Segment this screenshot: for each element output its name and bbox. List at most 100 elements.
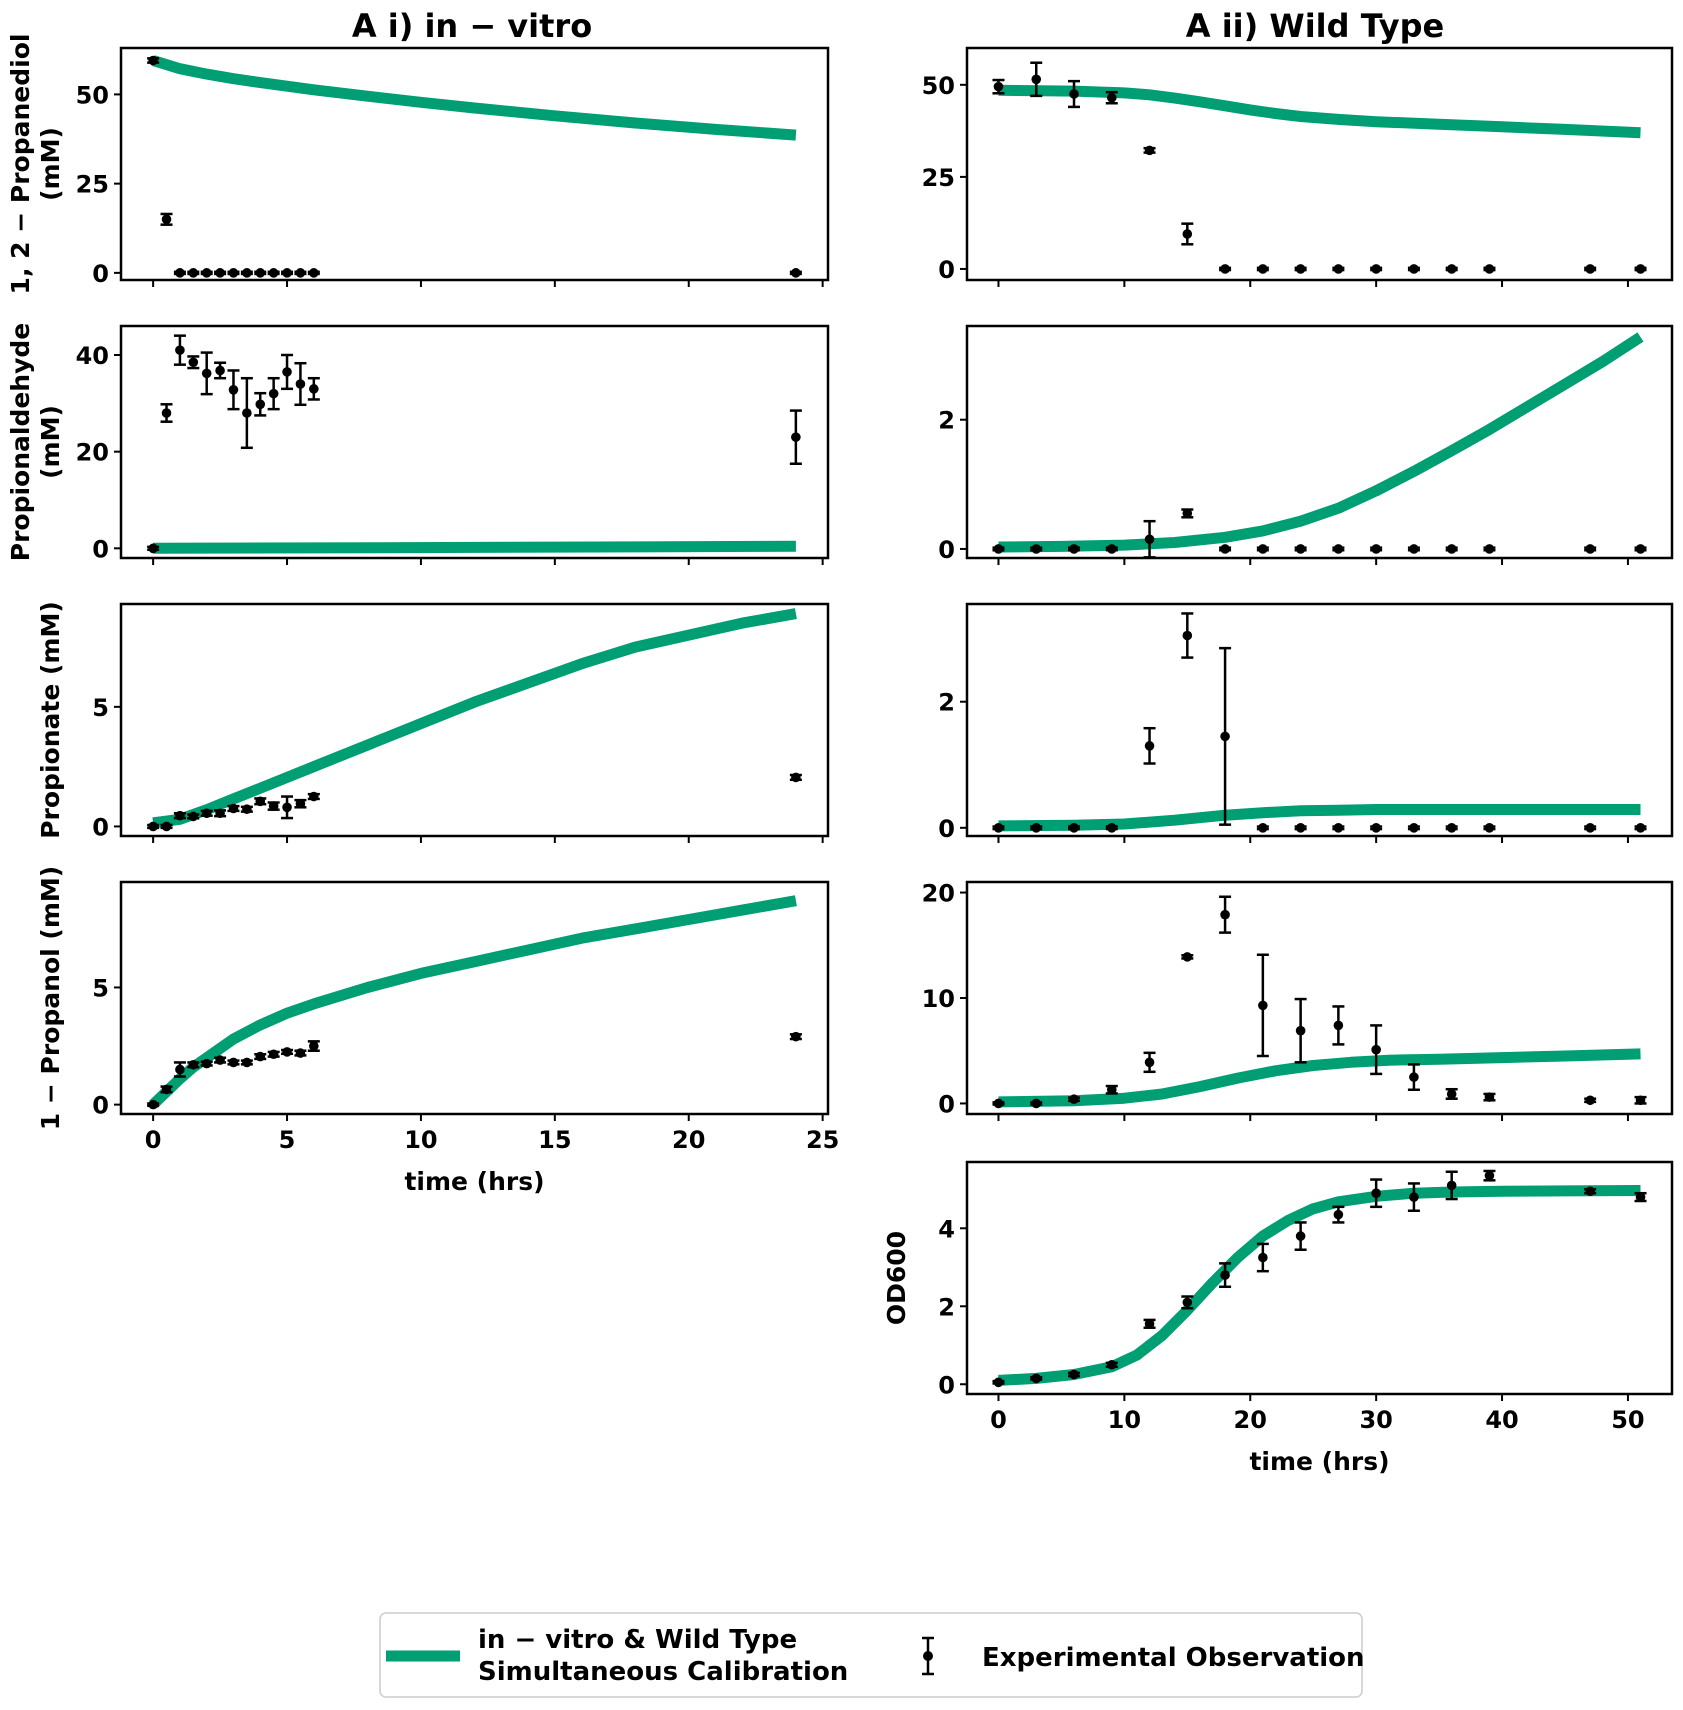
observation-point [240, 376, 253, 450]
observation-marker [1446, 823, 1457, 833]
observation-point [1105, 544, 1118, 554]
observation-marker [1295, 1231, 1306, 1241]
observation-marker [1031, 823, 1042, 833]
observation-point [1219, 544, 1232, 554]
observation-marker [228, 1057, 239, 1068]
observation-marker [1409, 1072, 1419, 1082]
observation-marker [255, 399, 266, 410]
observation-point [1445, 1087, 1458, 1100]
observation-point [1181, 952, 1194, 962]
observation-marker [1585, 1186, 1595, 1197]
observation-marker [1069, 1094, 1079, 1105]
x-tick-label: 30 [1359, 1406, 1392, 1434]
observation-marker [791, 432, 801, 442]
y-tick-label: 0 [938, 1090, 955, 1118]
observation-marker [1258, 544, 1268, 554]
observation-point [200, 808, 213, 819]
observation-marker [215, 365, 225, 376]
observation-marker [1069, 1369, 1079, 1380]
observation-marker [1409, 544, 1419, 554]
observation-marker [791, 268, 801, 278]
observation-marker [215, 1055, 225, 1065]
observation-marker [1295, 823, 1306, 833]
observation-marker [188, 811, 199, 822]
observation-point [1181, 612, 1194, 659]
observation-point [1181, 508, 1194, 519]
observation-point [1030, 823, 1043, 833]
observation-marker [1446, 1089, 1457, 1099]
observation-marker [175, 810, 185, 821]
observation-point [1584, 1186, 1597, 1197]
observation-point [200, 268, 213, 278]
observation-point [1105, 823, 1118, 833]
observation-marker [1144, 741, 1155, 751]
observation-point [1256, 823, 1269, 833]
observation-point [1332, 1205, 1345, 1224]
y-tick-label: 0 [92, 260, 109, 288]
observation-marker [255, 796, 266, 807]
observation-marker [1220, 544, 1230, 554]
observation-marker [993, 81, 1004, 92]
observation-point [1294, 823, 1307, 833]
observation-marker [309, 384, 319, 394]
observation-marker [1144, 1319, 1155, 1329]
observation-point [240, 1057, 253, 1068]
observation-point [992, 78, 1005, 95]
y-axis-label: Propionaldehyde [6, 323, 35, 562]
observation-marker [148, 543, 158, 554]
observation-point [173, 1061, 186, 1078]
y-axis-label: (mM) [36, 127, 65, 201]
observation-marker [1333, 1020, 1344, 1031]
observation-point [294, 268, 307, 278]
observation-point [267, 268, 280, 278]
observation-point [160, 821, 173, 832]
observation-point [1030, 1373, 1043, 1384]
observation-marker [1182, 1297, 1193, 1308]
observation-marker [1106, 92, 1117, 103]
observation-marker [1446, 544, 1457, 554]
observation-point [281, 795, 294, 820]
observation-point [1256, 953, 1269, 1058]
legend-observation-marker [922, 1636, 934, 1676]
observation-point [227, 268, 240, 278]
observation-point [147, 1099, 160, 1110]
observation-point [1483, 823, 1496, 833]
observation-marker [161, 214, 172, 225]
observation-marker [1258, 264, 1268, 274]
observation-point [187, 1059, 200, 1070]
y-tick-label: 5 [92, 694, 109, 722]
observation-marker [161, 821, 172, 832]
observation-marker [1484, 823, 1495, 833]
observation-point [267, 801, 280, 811]
observation-point [1370, 1178, 1383, 1209]
observation-point [1407, 264, 1420, 274]
observation-point [1407, 823, 1420, 833]
observation-point [214, 1055, 227, 1065]
observation-marker [1220, 909, 1230, 920]
observation-point [1143, 519, 1156, 559]
y-tick-label: 4 [938, 1215, 955, 1243]
y-tick-label: 0 [92, 813, 109, 841]
observation-marker [201, 268, 212, 278]
subplot-wt-pn: 02 [938, 602, 1674, 843]
subplot-wt-pd: 0 25 50 [922, 46, 1674, 287]
observation-point [294, 798, 307, 809]
observation-point [1370, 823, 1383, 833]
observation-point [789, 268, 802, 278]
observation-point [1105, 90, 1118, 105]
x-tick-label: 10 [1108, 1406, 1141, 1434]
observation-marker [1069, 823, 1079, 833]
observation-marker [309, 1041, 319, 1051]
observation-marker [1106, 544, 1117, 554]
observation-marker [1585, 823, 1595, 833]
observation-point [187, 355, 200, 370]
observation-point [147, 55, 160, 66]
y-tick-label: 25 [922, 164, 955, 192]
observation-point [173, 268, 186, 278]
observation-point [160, 403, 173, 423]
y-tick-label: 2 [938, 407, 955, 435]
left-column-title: A i) in − vitro [352, 7, 592, 45]
observation-point [147, 821, 160, 832]
y-tick-label: 0 [92, 1092, 109, 1120]
